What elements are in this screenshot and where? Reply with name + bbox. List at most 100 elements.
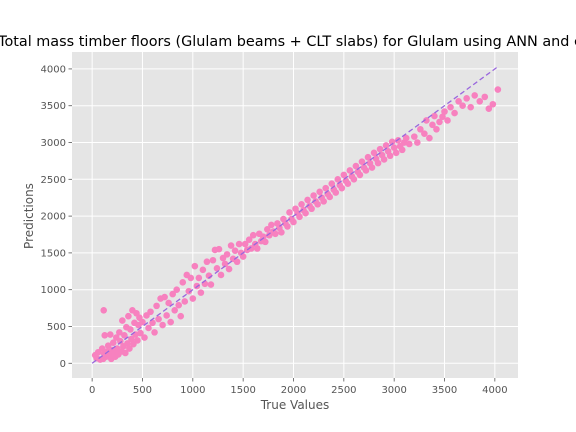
x-tick-label: 1500	[230, 385, 255, 396]
data-point	[320, 198, 327, 205]
x-tick-label: 2000	[281, 385, 306, 396]
data-point	[247, 245, 255, 252]
data-point	[241, 240, 249, 248]
data-point	[165, 299, 172, 307]
data-point	[139, 318, 146, 326]
data-point	[153, 302, 160, 310]
data-point	[447, 103, 454, 111]
y-axis-ticks: 0 500 1000 1500 2000 2500 3000 3500 4000	[41, 64, 72, 370]
data-point	[117, 337, 124, 345]
data-point	[370, 149, 378, 157]
chart-title: Total mass timber floors (Glulam beams +…	[0, 34, 576, 50]
data-point	[173, 286, 181, 293]
y-tick-label: 2000	[41, 212, 66, 223]
data-point	[316, 188, 323, 196]
data-point	[485, 105, 493, 112]
data-point	[239, 253, 247, 260]
data-point	[179, 279, 187, 286]
data-point	[221, 260, 229, 268]
data-point	[298, 201, 305, 208]
data-point	[459, 102, 466, 110]
x-tick-label: 3000	[381, 385, 406, 396]
data-point	[207, 281, 215, 288]
data-point	[386, 152, 394, 160]
data-point	[124, 340, 131, 347]
data-point	[159, 321, 166, 329]
data-point	[249, 231, 257, 239]
data-point	[134, 337, 141, 344]
y-tick-label: 4000	[41, 64, 66, 75]
data-point	[163, 312, 170, 319]
data-point	[268, 221, 275, 229]
data-point	[368, 164, 376, 171]
data-point	[382, 142, 390, 149]
data-point	[302, 209, 309, 217]
data-point	[388, 138, 396, 146]
data-point	[284, 223, 291, 230]
data-point	[376, 145, 384, 153]
data-point	[380, 156, 388, 163]
data-point	[398, 146, 406, 154]
data-point	[147, 308, 154, 316]
x-tick-label: 500	[133, 385, 152, 396]
data-point	[104, 342, 112, 349]
data-point	[145, 324, 152, 332]
data-point	[272, 230, 279, 238]
data-points	[91, 86, 502, 363]
data-point	[189, 295, 197, 302]
data-point	[127, 326, 134, 333]
data-point	[195, 274, 203, 282]
data-point	[121, 332, 128, 339]
data-point	[262, 238, 269, 246]
data-point	[141, 334, 148, 341]
data-point	[390, 144, 398, 151]
data-point	[402, 134, 410, 142]
data-point	[225, 265, 233, 273]
y-axis-label: Predictions	[22, 183, 36, 249]
data-point	[191, 262, 199, 270]
data-point	[98, 345, 106, 352]
x-tick-label: 2500	[331, 385, 356, 396]
data-point	[350, 176, 358, 183]
data-point	[421, 130, 428, 137]
data-point	[175, 301, 183, 309]
data-point	[253, 245, 261, 252]
y-tick-label: 0	[60, 359, 66, 370]
data-point	[332, 189, 340, 196]
data-point	[364, 153, 372, 161]
data-point	[310, 192, 317, 199]
x-tick-label: 3500	[432, 385, 457, 396]
data-point	[463, 95, 470, 102]
y-tick-label: 1500	[41, 248, 66, 259]
data-point	[286, 209, 293, 216]
data-point	[344, 180, 352, 188]
data-point	[374, 159, 382, 167]
data-point	[494, 86, 502, 93]
data-point	[431, 112, 438, 120]
data-point	[122, 349, 129, 357]
data-point	[181, 298, 189, 305]
data-point	[161, 293, 168, 301]
data-point	[328, 180, 336, 188]
y-tick-label: 2500	[41, 175, 66, 186]
x-tick-label: 4000	[482, 385, 507, 396]
data-point	[213, 265, 221, 272]
data-point	[423, 117, 430, 124]
data-point	[100, 306, 108, 314]
data-point	[151, 329, 158, 336]
data-point	[314, 201, 321, 208]
data-point	[441, 108, 448, 115]
data-point	[334, 176, 342, 183]
y-tick-label: 3000	[41, 138, 66, 149]
data-point	[217, 271, 225, 279]
data-point	[476, 98, 484, 105]
data-point	[227, 242, 235, 249]
data-point	[489, 100, 497, 108]
data-point	[177, 312, 185, 320]
data-point	[326, 193, 334, 201]
data-point	[405, 140, 413, 148]
data-point	[362, 167, 370, 174]
reference-line	[91, 66, 499, 364]
data-point	[392, 149, 400, 157]
